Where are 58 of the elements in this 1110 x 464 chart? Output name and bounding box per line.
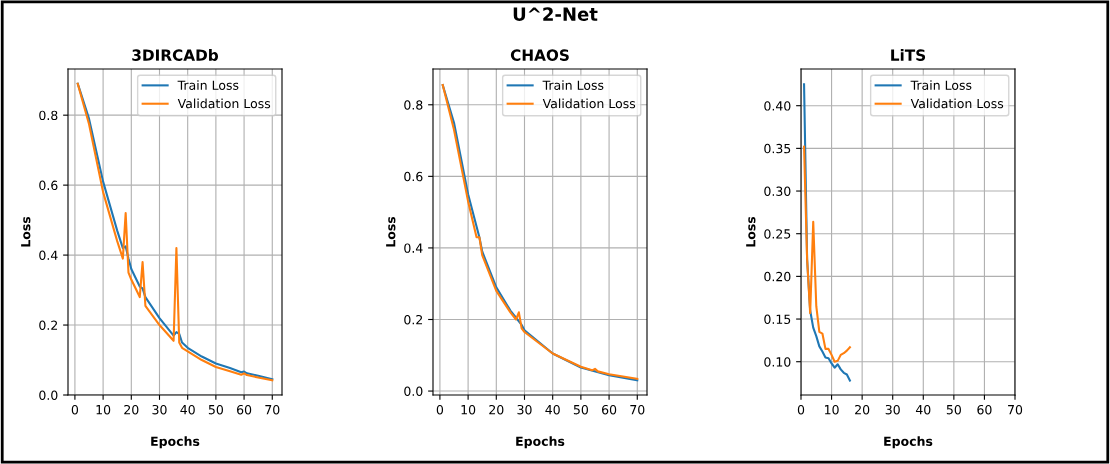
y-axis-title: Loss xyxy=(21,216,31,247)
y-tick-label: 0.15 xyxy=(764,314,791,324)
y-tick-label: 0.40 xyxy=(764,101,791,111)
x-tick-label: 60 xyxy=(602,404,617,415)
x-tick-label: 40 xyxy=(545,404,560,415)
text: U^2-Net xyxy=(513,7,598,21)
x-tick-label: 0 xyxy=(797,404,805,415)
x-axis-title: Epochs xyxy=(884,436,933,449)
x-tick-label: 50 xyxy=(946,404,961,415)
legend-label: Train Loss xyxy=(542,80,604,90)
x-tick-label: 10 xyxy=(96,404,111,415)
y-tick-label: 0.6 xyxy=(39,180,58,191)
legend-label: Train Loss xyxy=(910,80,972,90)
x-tick-label: 40 xyxy=(915,404,931,415)
y-tick-label: 0.4 xyxy=(404,243,423,253)
y-axis-title: Loss xyxy=(386,216,396,247)
y-tick-label: 0.6 xyxy=(404,171,423,182)
x-tick-label: 70 xyxy=(1008,404,1023,415)
x-tick-label: 60 xyxy=(977,404,992,415)
x-axis-title: Epochs xyxy=(151,436,200,449)
x-axis-title: Epochs xyxy=(516,436,565,449)
y-axis-title: Loss xyxy=(746,216,756,247)
x-tick-label: 50 xyxy=(208,404,224,415)
x-tick-label: 20 xyxy=(855,404,870,415)
y-tick-label: 0.10 xyxy=(764,357,791,367)
x-tick-label: 70 xyxy=(265,404,280,415)
x-tick-label: 30 xyxy=(152,404,167,415)
x-tick-label: 20 xyxy=(124,404,139,415)
y-tick-label: 0.8 xyxy=(404,100,423,110)
y-tick-label: 0.0 xyxy=(39,390,58,400)
y-tick-label: 0.20 xyxy=(764,271,791,282)
chart-title: 3DIRCADb xyxy=(132,49,219,61)
line-series xyxy=(803,145,851,363)
chart-title: LiTS xyxy=(891,49,926,61)
y-tick-label: 0.4 xyxy=(39,250,58,261)
x-tick-label: 70 xyxy=(630,404,645,415)
legend-label: Validation Loss xyxy=(910,98,1004,109)
legend-label: Train Loss xyxy=(177,80,239,90)
y-tick-label: 0.35 xyxy=(764,143,791,154)
x-tick-label: 0 xyxy=(71,404,79,415)
legend-label: Validation Loss xyxy=(542,98,636,109)
legend-label: Validation Loss xyxy=(177,98,271,109)
x-tick-label: 0 xyxy=(436,404,444,415)
y-tick-label: 0.25 xyxy=(764,229,791,239)
x-tick-label: 40 xyxy=(180,404,195,415)
x-tick-label: 20 xyxy=(489,404,504,415)
y-tick-label: 0.8 xyxy=(39,110,58,121)
chart-title: CHAOS xyxy=(510,49,569,61)
x-tick-label: 60 xyxy=(237,404,252,415)
y-tick-label: 0.30 xyxy=(764,186,791,196)
x-tick-label: 10 xyxy=(461,404,476,415)
x-tick-label: 30 xyxy=(885,404,900,415)
x-tick-label: 30 xyxy=(517,404,532,415)
y-tick-label: 0.2 xyxy=(39,320,58,330)
y-tick-label: 0.0 xyxy=(404,386,423,396)
y-tick-label: 0.2 xyxy=(404,314,423,325)
x-tick-label: 10 xyxy=(824,404,839,415)
x-tick-label: 50 xyxy=(573,404,589,415)
